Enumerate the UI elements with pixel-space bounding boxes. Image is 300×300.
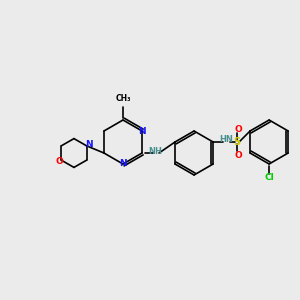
Text: O: O	[234, 151, 242, 160]
Text: NH: NH	[148, 146, 162, 155]
Text: CH₃: CH₃	[115, 94, 131, 103]
Text: N: N	[119, 160, 127, 169]
Text: S: S	[233, 137, 241, 147]
Text: HN: HN	[219, 134, 233, 143]
Text: O: O	[56, 157, 63, 166]
Text: Cl: Cl	[264, 173, 274, 182]
Text: N: N	[85, 140, 92, 149]
Text: O: O	[234, 124, 242, 134]
Text: N: N	[138, 127, 146, 136]
